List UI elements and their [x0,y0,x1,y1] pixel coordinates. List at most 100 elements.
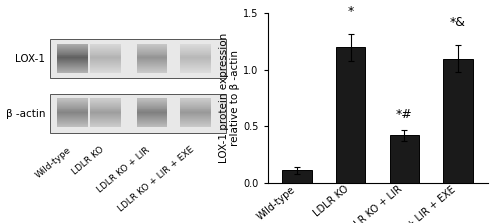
Bar [136,59,168,60]
Bar [136,124,168,126]
Bar [58,51,88,53]
Bar [136,118,168,119]
Bar [90,56,121,57]
Bar [58,110,88,111]
Bar [90,45,121,46]
Bar [136,63,168,65]
Bar [136,112,168,113]
Bar [136,54,168,56]
Bar [180,113,212,114]
Bar [58,71,88,72]
Bar [180,62,212,63]
Bar [136,56,168,57]
Bar [90,102,121,104]
Bar [58,101,88,103]
Bar [180,54,212,56]
Bar [58,68,88,70]
Bar [58,118,88,119]
Bar [180,59,212,60]
Bar [180,101,212,103]
Bar [90,116,121,117]
Bar [58,46,88,48]
Bar [50,94,226,133]
Bar [90,62,121,63]
Bar [58,59,88,60]
Bar [136,49,168,51]
Bar [90,119,121,121]
Bar [180,45,212,47]
Bar [180,112,212,113]
Bar [90,104,121,106]
Bar [136,48,168,50]
Bar [136,99,168,101]
Text: Wild-type: Wild-type [34,145,72,180]
Bar [90,46,121,48]
Bar [58,126,88,128]
Bar [136,103,168,105]
Bar [180,65,212,67]
Bar [136,45,168,46]
Bar [136,99,168,100]
Bar [58,58,88,59]
Bar [136,46,168,48]
Bar [58,45,88,46]
Bar [90,101,121,103]
Bar [136,52,168,54]
Bar [90,60,121,61]
Bar [90,99,121,101]
Bar [58,104,88,106]
Bar [90,68,121,70]
Bar [90,110,121,111]
Bar [443,59,472,183]
Bar [136,109,168,110]
Bar [180,68,212,70]
Bar [58,61,88,62]
Bar [90,54,121,56]
Bar [90,48,121,50]
Bar [136,65,168,67]
Bar [180,111,212,112]
Bar [90,126,121,128]
Bar [58,120,88,122]
Bar [58,116,88,118]
Bar [90,115,121,116]
Text: *#: *# [396,108,412,121]
Bar [90,111,121,112]
Bar [136,106,168,107]
Bar [136,66,168,68]
Bar [180,67,212,69]
Bar [136,105,168,107]
Bar [90,105,121,107]
Bar [180,125,212,126]
Bar [58,114,88,115]
Bar [136,53,168,54]
Bar [180,64,212,66]
Bar [180,119,212,121]
Bar [58,69,88,71]
Bar [90,99,121,100]
Bar [90,52,121,54]
Bar [90,114,121,115]
Bar [136,107,168,109]
Bar [58,112,88,113]
Bar [136,122,168,124]
Bar [282,170,312,183]
Bar [58,50,88,52]
Bar [136,104,168,106]
Bar [180,102,212,104]
Bar [180,104,212,106]
Bar [136,115,168,116]
Bar [180,51,212,53]
Bar [90,112,121,113]
Bar [136,111,168,112]
Bar [180,105,212,107]
Bar [58,115,88,116]
Bar [90,107,121,109]
Bar [180,56,212,57]
Bar [180,63,212,65]
Bar [90,45,121,47]
Bar [136,55,168,56]
Bar [180,66,212,68]
Bar [136,57,168,58]
Bar [58,118,88,120]
